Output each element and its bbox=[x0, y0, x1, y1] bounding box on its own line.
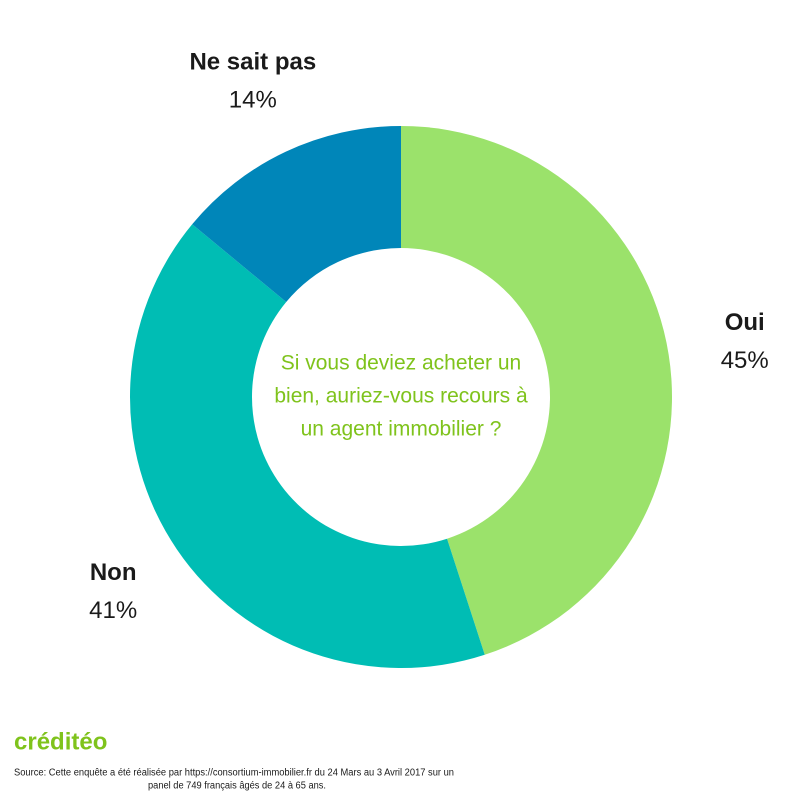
segment-label: Ne sait pas bbox=[189, 48, 316, 75]
center-text: un agent immobilier ? bbox=[301, 418, 502, 441]
source-text: panel de 749 français âgés de 24 à 65 an… bbox=[148, 781, 326, 792]
donut-segment bbox=[129, 224, 485, 668]
donut-segment bbox=[401, 126, 673, 655]
segment-label: Non bbox=[90, 559, 137, 586]
value-label: 45% bbox=[721, 347, 769, 374]
center-text: Si vous deviez acheter un bbox=[281, 352, 521, 375]
value-label: 14% bbox=[229, 86, 277, 113]
value-label: 41% bbox=[89, 597, 137, 624]
donut-segment bbox=[192, 126, 401, 303]
segment-label: Oui bbox=[725, 309, 765, 336]
logo: créditéo bbox=[14, 728, 107, 755]
source-text: Source: Cette enquête a été réalisée par… bbox=[14, 768, 454, 779]
center-text: bien, auriez-vous recours à bbox=[274, 385, 528, 408]
